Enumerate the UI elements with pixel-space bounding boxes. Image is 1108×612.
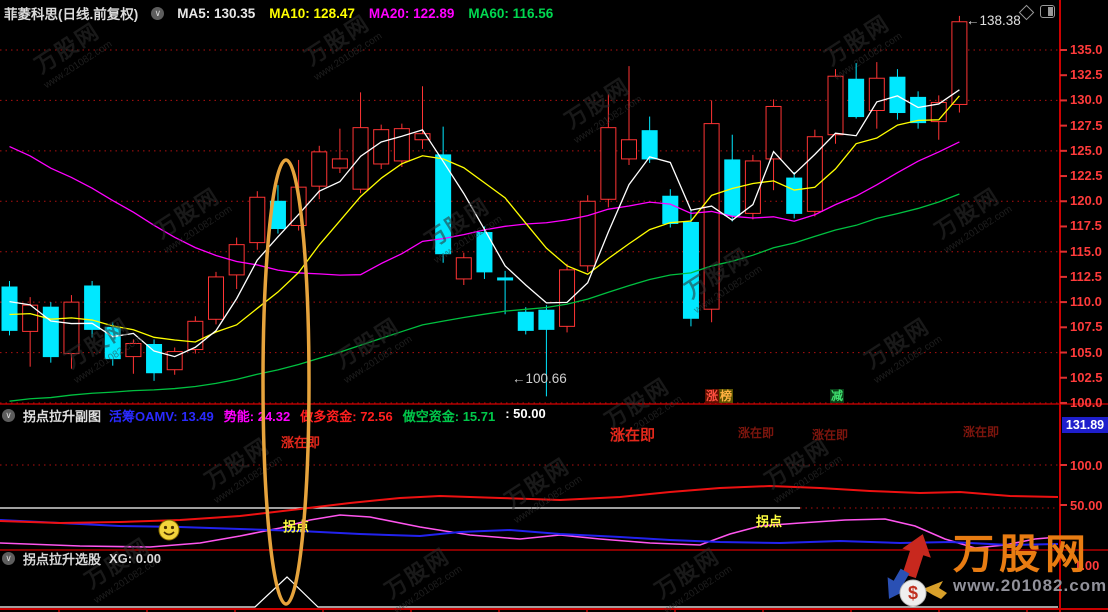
indicator-value: 活筹OAMV: 13.49 <box>109 409 214 424</box>
axis-tick-label: 132.5 <box>1070 67 1103 83</box>
axis-tick-label: 50.00 <box>1070 498 1103 513</box>
axis-tick-label: 117.5 <box>1070 218 1102 234</box>
panel2-indicator-values: 活筹OAMV: 13.49 势能: 24.32 做多资金: 72.56 做空资金: 1… <box>109 406 546 425</box>
axis-tick-label: 122.5 <box>1070 168 1103 184</box>
site-logo: $ 万股网 www.201082.com <box>883 531 1107 611</box>
turning-point-label: 拐点 <box>756 514 783 529</box>
ma-value: MA20: 122.89 <box>368 5 455 21</box>
chart-header: 菲菱科思(日线.前复权) ∨ MA5: 130.35 MA10: 128.47 MA… <box>4 3 553 23</box>
axis-tick-label: 112.5 <box>1070 268 1102 284</box>
axis-tick-label: 125.0 <box>1070 142 1103 158</box>
rise-soon-annotation: 涨在即 <box>738 426 775 440</box>
logo-site-name[interactable]: 万股网 <box>953 531 1091 577</box>
rise-soon-annotation: 涨在即 <box>610 427 656 444</box>
turning-point-label: 拐点 <box>283 519 310 534</box>
axis-tick-label: 105.0 <box>1070 344 1103 360</box>
high-price-marker: ←138.38 <box>966 13 1021 28</box>
rise-soon-annotation: 涨在即 <box>281 435 321 450</box>
axis-tick-label: 127.5 <box>1070 117 1103 133</box>
indicator-value: 做多资金: 72.56 <box>300 409 393 424</box>
signal-tag: 榜 <box>719 389 734 403</box>
indicator-value: : 50.00 <box>505 406 546 421</box>
panel-toggle-icon[interactable] <box>1040 5 1055 18</box>
signal-tag: 涨 <box>705 389 720 403</box>
rise-soon-annotation: 涨在即 <box>812 428 849 442</box>
rise-soon-annotation: 涨在即 <box>963 425 1000 439</box>
indicator-value: 做空资金: 15.71 <box>402 409 496 424</box>
smiley-icon <box>158 519 180 541</box>
axis-tick-label: 100.0 <box>1070 394 1103 410</box>
panel3-xg-value: XG: 0.00 <box>109 551 162 566</box>
axis-tick-label: 107.5 <box>1070 319 1103 335</box>
logo-arrows-icon: $ <box>887 534 947 607</box>
low-price-marker: ←100.66 <box>512 371 567 386</box>
axis-tick-label: 120.0 <box>1070 193 1103 209</box>
ma-values-row: MA5: 130.35 MA10: 128.47 MA20: 122.89 MA60:… <box>177 6 553 21</box>
ma-value: MA5: 130.35 <box>177 5 256 21</box>
panel2-header: ∨ 拐点拉升副图 活筹OAMV: 13.49 势能: 24.32 做多资金: 72.… <box>2 406 546 425</box>
ma-value: MA10: 128.47 <box>269 5 355 21</box>
diamond-icon[interactable] <box>1018 4 1035 21</box>
panel3-header: ∨ 拐点拉升选股 XG: 0.00 <box>2 549 161 568</box>
axis-tick-label: 1.00 <box>1074 558 1100 573</box>
signal-tag: 减 <box>830 389 845 403</box>
panel2-title: 拐点拉升副图 <box>23 409 102 424</box>
panel3-title: 拐点拉升选股 <box>23 552 102 567</box>
ma-value: MA60: 116.56 <box>468 5 554 21</box>
logo-site-url[interactable]: www.201082.com <box>953 576 1108 595</box>
chevron-down-icon[interactable]: ∨ <box>151 6 165 20</box>
axis-tick-label: 130.0 <box>1070 92 1103 108</box>
chevron-down-icon[interactable]: ∨ <box>2 409 15 422</box>
svg-text:$: $ <box>908 583 918 603</box>
stock-title: 菲菱科思(日线.前复权) <box>4 7 139 22</box>
axis-tick-label: 115.0 <box>1070 243 1102 259</box>
chevron-down-icon[interactable]: ∨ <box>2 552 15 565</box>
axis-tick-label: 100.0 <box>1070 458 1103 473</box>
last-price-badge: 131.89 <box>1062 417 1108 433</box>
indicator-value: 势能: 24.32 <box>223 409 291 424</box>
titlebar-controls <box>1018 4 1055 23</box>
axis-tick-label: 110.0 <box>1070 294 1102 310</box>
axis-tick-label: 135.0 <box>1070 42 1103 57</box>
axis-tick-label: 102.5 <box>1070 369 1103 385</box>
